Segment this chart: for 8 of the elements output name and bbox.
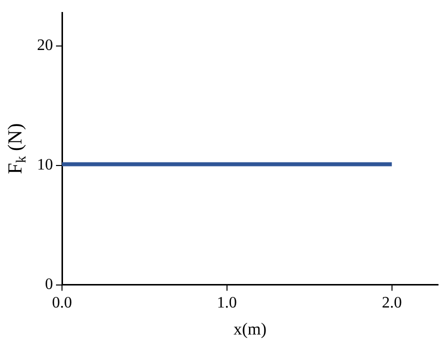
y-tick-label: 20 [37,37,53,54]
y-tick-label: 0 [45,276,53,294]
x-tick-label: 1.0 [216,294,237,312]
x-tick-label: 2.0 [382,294,402,312]
y-axis-title: Fk (N) [4,123,30,174]
x-tick-label: 0.0 [52,294,72,312]
y-tick-label: 10 [37,156,53,174]
x-axis-title: x(m) [233,319,267,338]
